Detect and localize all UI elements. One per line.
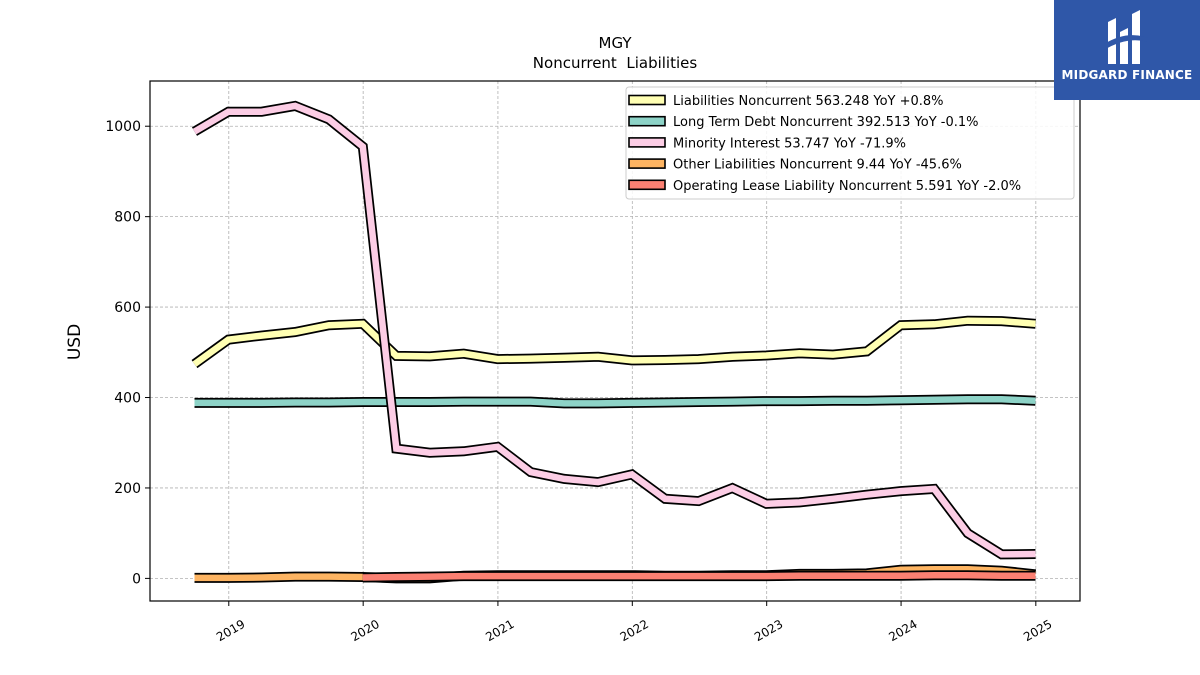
plot-frame	[149, 80, 1081, 602]
series-line-core	[192, 317, 1036, 367]
legend-box	[625, 86, 1075, 200]
legend-swatch	[628, 158, 666, 169]
x-tick-label: 2024	[886, 617, 919, 644]
series-line-core	[192, 102, 1036, 558]
legend-entry: Long Term Debt Noncurrent 392.513 YoY -0…	[673, 115, 979, 130]
series-line	[362, 570, 1036, 583]
legend-entry: Other Liabilities Noncurrent 9.44 YoY -4…	[673, 158, 962, 173]
y-tick-label: 200	[114, 481, 141, 497]
y-axis-label: USD	[65, 324, 85, 360]
series-line	[191, 315, 1036, 369]
series-line-core	[362, 571, 1036, 581]
x-tick-label: 2021	[483, 617, 516, 644]
x-tick-label: 2022	[618, 617, 651, 644]
y-tick-label: 800	[114, 210, 141, 226]
legend: Liabilities Noncurrent 563.248 YoY +0.8%…	[625, 86, 1075, 200]
series-layer	[191, 100, 1037, 584]
y-tick-label: 1000	[105, 119, 141, 135]
brand-logo: MIDGARD FINANCE	[1054, 0, 1200, 100]
x-tick-label: 2020	[348, 617, 381, 644]
legend-swatch	[628, 179, 666, 191]
y-tick-label: 0	[132, 571, 141, 587]
legend-entry: Liabilities Noncurrent 563.248 YoY +0.8%	[673, 94, 944, 109]
logo-mark-icon	[1104, 10, 1148, 64]
logo-text: MIDGARD FINANCE	[1061, 68, 1193, 82]
y-tick-label: 400	[114, 391, 141, 407]
legend-swatch	[628, 115, 666, 127]
series-line	[191, 100, 1036, 560]
legend-entry: Minority Interest 53.747 YoY -71.9%	[673, 136, 906, 151]
x-tick-label: 2025	[1021, 617, 1054, 644]
chart-title: MGY	[599, 34, 633, 52]
chart-subtitle: Noncurrent Liabilities	[533, 54, 698, 72]
legend-swatch	[628, 137, 666, 148]
legend-swatch	[628, 94, 666, 106]
y-tick-label: 600	[114, 300, 141, 316]
legend-entry: Operating Lease Liability Noncurrent 5.5…	[673, 179, 1021, 194]
series-line	[194, 394, 1036, 409]
series-line-core	[194, 396, 1036, 407]
x-tick-label: 2023	[752, 617, 785, 644]
x-tick-label: 2019	[214, 617, 247, 644]
